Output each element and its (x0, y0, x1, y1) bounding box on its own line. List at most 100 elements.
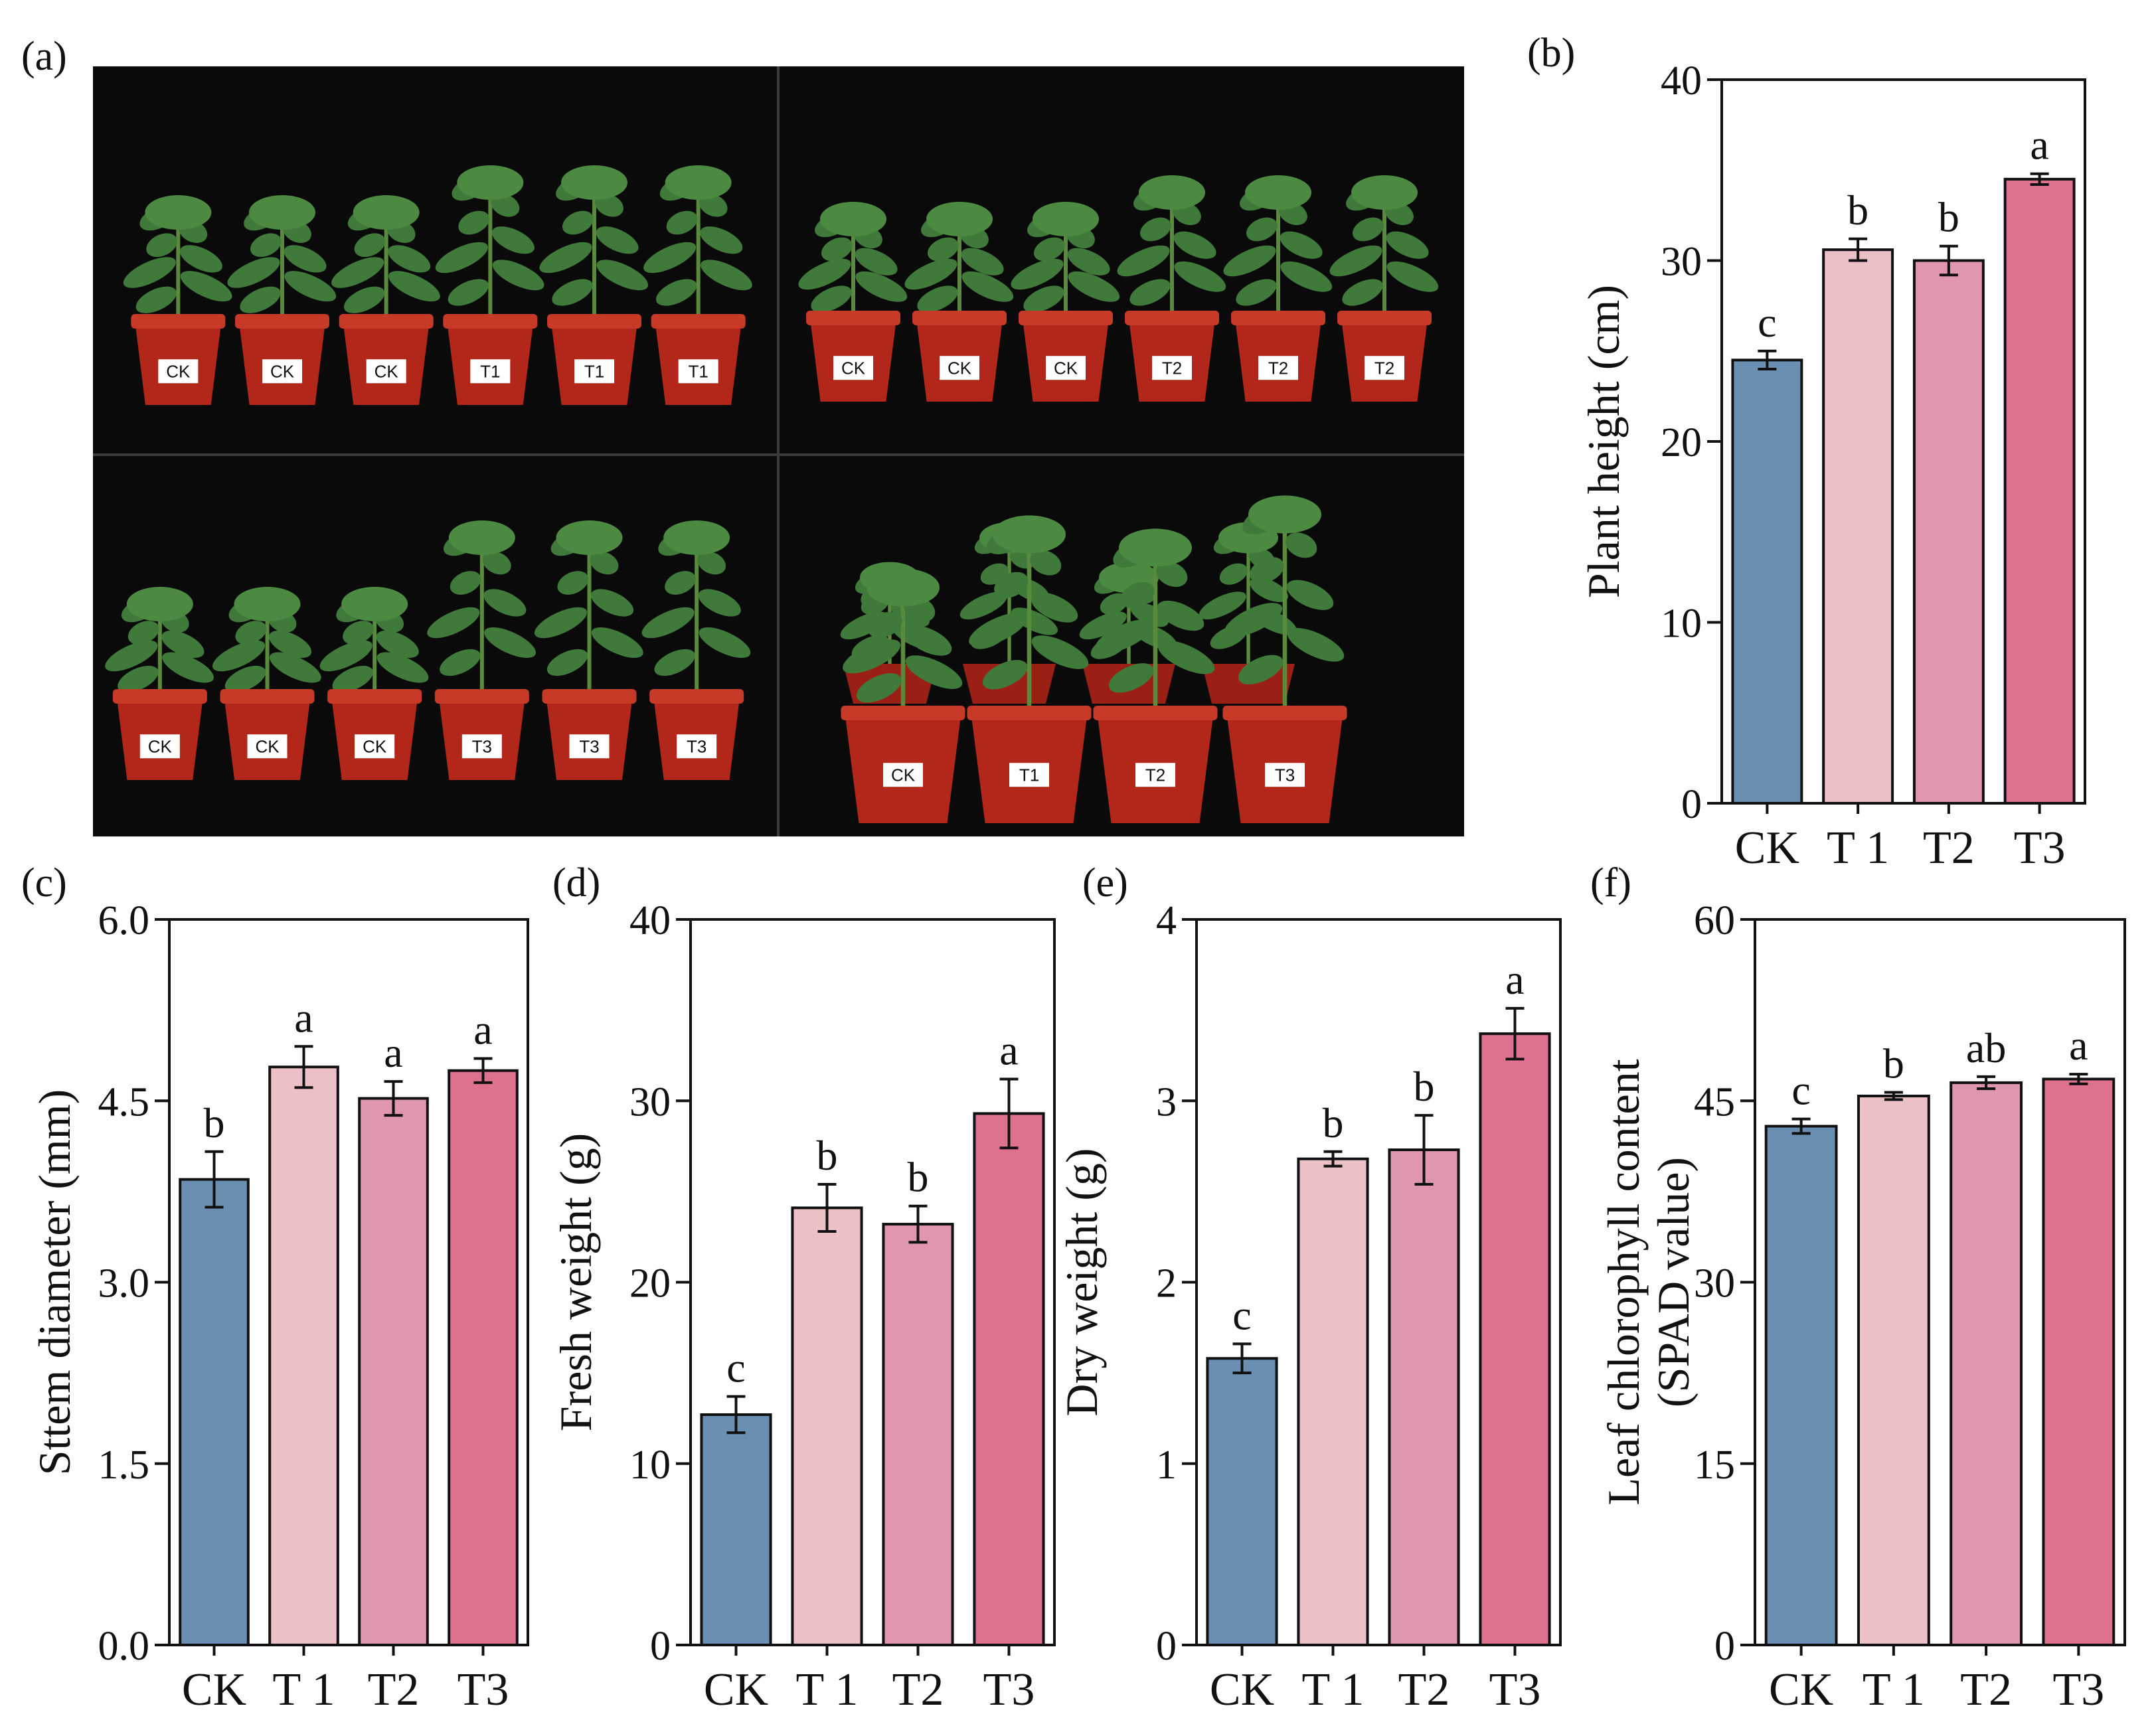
y-tick-label: 30 (1694, 1261, 1735, 1306)
pot-tag: T2 (1268, 358, 1288, 378)
plant (641, 520, 751, 697)
bar-ck (1206, 1357, 1278, 1646)
chart-plant-height: 0 10 20 30 40 c CK b T 1 b T2 a T3 Plant height (cm) (1578, 58, 2086, 874)
pot-tag: CK (948, 358, 972, 378)
x-tick-label: T 1 (1863, 1664, 1925, 1715)
y-tick-label: 30 (1661, 240, 1702, 285)
plant (123, 195, 232, 322)
bar-t3 (973, 1112, 1045, 1646)
plant (798, 202, 908, 319)
pot-tag: T2 (1145, 765, 1165, 785)
pot-tag: T2 (1374, 358, 1394, 378)
significance-letter: a (384, 1029, 402, 1076)
plant (843, 568, 963, 714)
x-tick-label: CK (1735, 823, 1799, 874)
pot-tag: T3 (687, 736, 706, 756)
pot-tag: T1 (584, 361, 604, 381)
significance-letter: b (204, 1099, 225, 1146)
bar-t1 (1822, 248, 1894, 805)
plant (1117, 175, 1226, 319)
significance-letter: a (999, 1026, 1018, 1073)
pot: CK (220, 689, 315, 780)
bar-t2 (1949, 1081, 2023, 1647)
plant (904, 202, 1014, 319)
bar-t2 (1388, 1148, 1460, 1646)
panel-label-a: (a) (21, 34, 67, 79)
significance-letter: c (726, 1344, 745, 1391)
x-tick-label: T3 (983, 1664, 1035, 1715)
y-tick-label: 1 (1156, 1443, 1177, 1488)
x-tick-label: T 1 (1827, 823, 1889, 874)
pot: CK (112, 689, 207, 780)
significance-letter: c (1232, 1291, 1251, 1338)
pot-tag: T1 (480, 361, 500, 381)
bar-t2 (358, 1097, 429, 1646)
pot: T1 (967, 706, 1092, 823)
chart-stem-diameter: 0.0 1.5 3.0 4.5 6.0 b CK a T 1 a T2 a T3 Sttem diamet… (29, 898, 529, 1715)
x-tick-label: T3 (2052, 1664, 2104, 1715)
bar-t3 (2042, 1077, 2115, 1646)
significance-letter: ab (1966, 1024, 2006, 1071)
plant (539, 165, 649, 322)
pot-tag: CK (148, 736, 173, 756)
pot-tag: CK (255, 736, 280, 756)
bar-t3 (1479, 1032, 1551, 1646)
pot-tag: T3 (1275, 765, 1295, 785)
plant (1329, 175, 1439, 319)
y-axis-title: Dry weight (g) (1056, 1148, 1107, 1416)
significance-letter: c (1758, 299, 1776, 346)
y-tick-label: 0.0 (98, 1624, 150, 1669)
pot-tag: T3 (472, 736, 492, 756)
x-tick-label: T2 (1960, 1664, 2012, 1715)
pot: CK (912, 311, 1007, 402)
y-axis-title: Leaf chlorophyll content (1598, 1059, 1649, 1505)
x-tick-label: T2 (1398, 1664, 1450, 1715)
significance-letter: a (473, 1006, 492, 1053)
panel-label-f: (f) (1590, 860, 1631, 905)
plant (227, 195, 337, 322)
significance-letter: a (2069, 1022, 2088, 1069)
plant (319, 587, 429, 697)
pot: CK (841, 706, 965, 823)
y-tick-label: 4 (1156, 898, 1177, 943)
panel-label-b: (b) (1527, 31, 1575, 76)
plant (1223, 175, 1333, 319)
plant (105, 587, 214, 697)
panel-label-c: (c) (21, 860, 67, 905)
pot: T2 (1125, 311, 1219, 402)
plant (331, 195, 440, 322)
bar-t2 (882, 1223, 954, 1647)
chart-leaf-chlorophyll: 0 15 30 45 60 c CK b T 1 ab T2 a T3 Leaf chlorophyll … (1598, 898, 2126, 1715)
y-tick-label: 4.5 (98, 1079, 150, 1125)
pot: T3 (1222, 706, 1347, 823)
bar-t1 (1297, 1157, 1369, 1646)
plant (969, 515, 1089, 714)
pot: T3 (542, 689, 637, 780)
significance-letter: c (1791, 1067, 1810, 1114)
pot-tag: CK (270, 361, 295, 381)
x-tick-label: T2 (1923, 823, 1975, 874)
pot: CK (327, 689, 422, 780)
x-tick-label: T 1 (796, 1664, 859, 1715)
bar-t3 (2003, 177, 2076, 805)
pot-tag: CK (363, 736, 387, 756)
significance-letter: b (1323, 1099, 1344, 1146)
y-tick-label: 60 (1694, 898, 1735, 943)
significance-letter: a (1505, 956, 1524, 1003)
y-tick-label: 40 (629, 898, 671, 943)
significance-letter: b (817, 1132, 838, 1179)
bar-t1 (1857, 1094, 1930, 1647)
significance-letter: b (1883, 1040, 1904, 1087)
bar-t1 (268, 1065, 339, 1646)
pot-tag: CK (891, 765, 916, 785)
chart-dry-weight: 0 1 2 3 4 c CK b T 1 b T2 a T3 Dry weight (g) (1056, 898, 1562, 1715)
y-tick-label: 2 (1156, 1261, 1177, 1306)
bar-t2 (1912, 259, 1985, 805)
pot-tag: CK (166, 361, 191, 381)
y-tick-label: 45 (1694, 1079, 1735, 1125)
pot: T3 (649, 689, 744, 780)
y-tick-label: 40 (1661, 58, 1702, 104)
panel-label-d: (d) (552, 860, 600, 905)
bar-ck (1764, 1125, 1838, 1646)
